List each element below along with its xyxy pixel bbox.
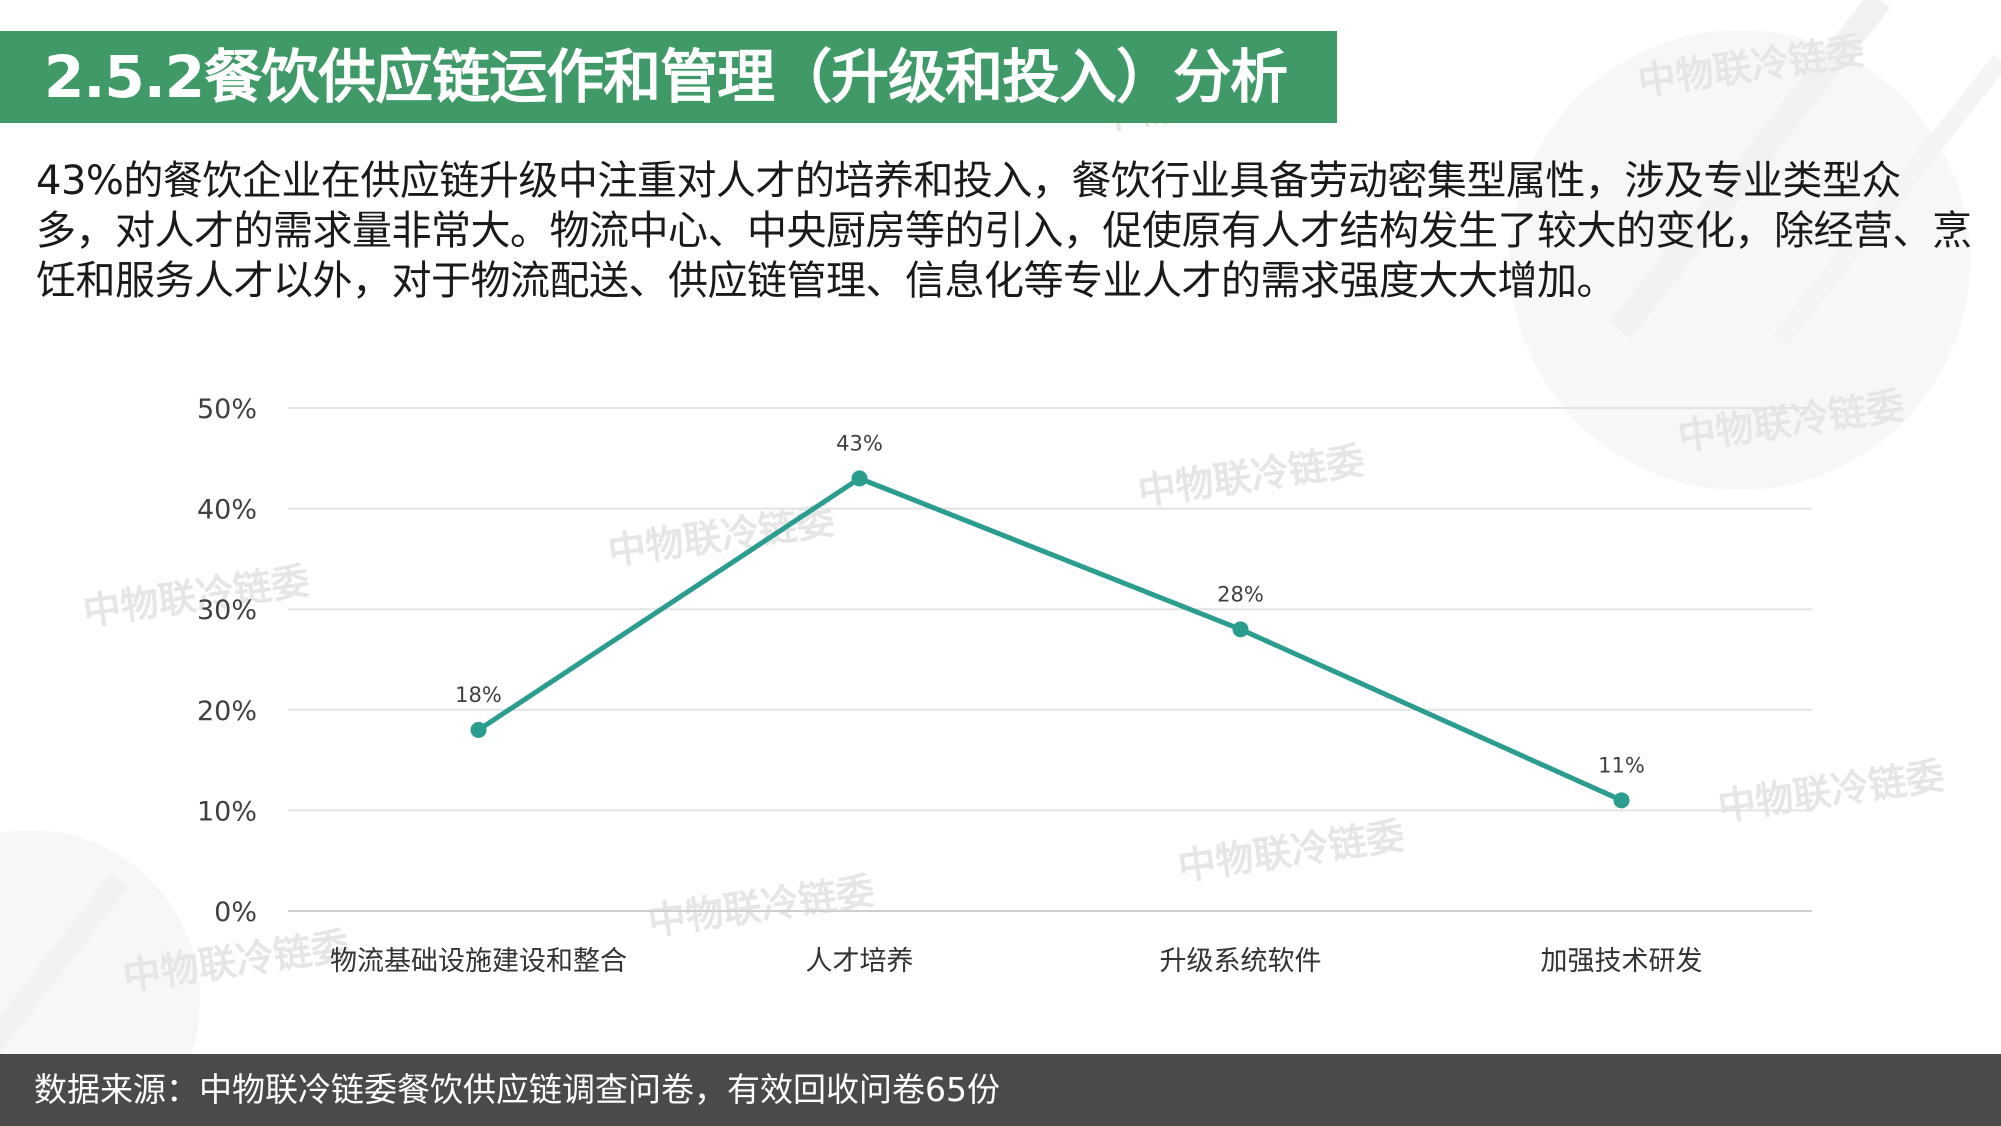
data-label: 18% <box>455 683 502 707</box>
data-point <box>1613 792 1630 809</box>
data-label: 28% <box>1217 582 1264 606</box>
data-point <box>1232 621 1249 638</box>
y-tick-label: 30% <box>197 595 257 626</box>
source-note: 数据来源：中物联冷链委餐饮供应链调查问卷，有效回收问卷65份 <box>34 1070 1000 1109</box>
x-tick-label: 加强技术研发 <box>1541 946 1703 977</box>
decor-circle-top-right <box>1510 30 1970 490</box>
y-tick-label: 40% <box>197 495 257 526</box>
source-bar: 数据来源：中物联冷链委餐饮供应链调查问卷，有效回收问卷65份 <box>0 1054 2001 1126</box>
x-tick-label: 物流基础设施建设和整合 <box>330 946 627 977</box>
intro-paragraph: 43%的餐饮企业在供应链升级中注重对人才的培养和投入，餐饮行业具备劳动密集型属性… <box>36 158 1972 304</box>
page-title: 2.5.2餐饮供应链运作和管理（升级和投入）分析 <box>44 43 1288 111</box>
y-tick-label: 0% <box>214 897 257 928</box>
y-tick-label: 10% <box>197 796 257 827</box>
data-label: 11% <box>1598 753 1645 777</box>
title-bar: 2.5.2餐饮供应链运作和管理（升级和投入）分析 <box>0 31 1337 123</box>
y-tick-label: 50% <box>197 394 257 425</box>
x-axis-ticks: 物流基础设施建设和整合 人才培养 升级系统软件 加强技术研发 <box>330 946 1703 977</box>
data-point <box>851 470 868 487</box>
data-points <box>470 470 1630 809</box>
x-tick-label: 人才培养 <box>806 946 914 977</box>
decor-stripe-3 <box>0 873 129 1053</box>
y-axis-ticks: 0% 10% 20% 30% 40% 50% <box>197 394 257 928</box>
data-label: 43% <box>836 431 883 455</box>
series-line <box>477 475 1623 803</box>
line-chart: 0% 10% 20% 30% 40% 50% 物流基础设施建设和整合 人才培养 升级系统软件 加… <box>197 394 1812 977</box>
y-tick-label: 20% <box>197 696 257 727</box>
decor-stripe-2 <box>1772 54 2001 346</box>
decor-stripe-1 <box>1609 0 1891 339</box>
x-tick-label: 升级系统软件 <box>1160 946 1322 977</box>
data-labels: 18% 43% 28% 11% <box>455 431 1645 777</box>
decor-circle-bottom-left <box>0 830 200 1126</box>
gridlines <box>288 407 1812 912</box>
data-point <box>470 721 487 738</box>
